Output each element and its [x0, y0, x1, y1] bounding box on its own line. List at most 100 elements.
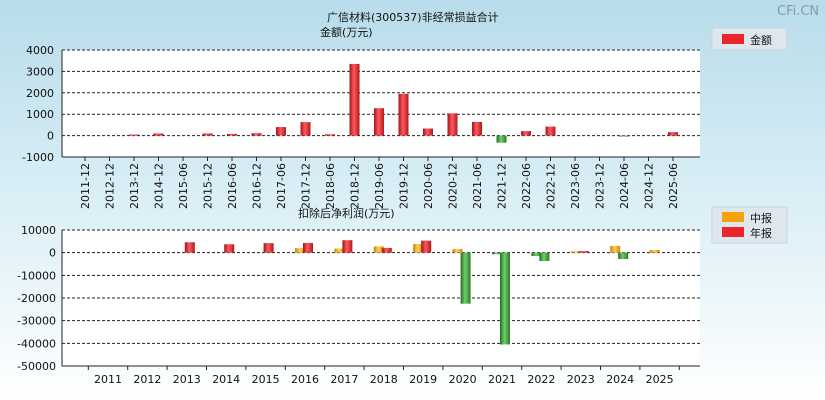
chart2-x-tick-label: 2025: [646, 373, 674, 386]
chart1-bar: [521, 131, 531, 136]
chart2-bar-annual: [421, 240, 432, 253]
chart2-legend-swatch-annual: [722, 227, 744, 237]
chart1-bar: [374, 108, 384, 136]
chart2-x-tick-label: 2018: [370, 373, 398, 386]
chart2-x-tick-label: 2016: [291, 373, 319, 386]
chart2-y-tick-label: 0: [49, 247, 56, 260]
chart1-bar: [496, 135, 507, 143]
chart2-bar-annual: [618, 252, 629, 260]
chart2-bar-annual: [224, 244, 235, 253]
chart2-y-tick-label: -20000: [17, 292, 56, 305]
chart1-x-tick-label: 2015-06: [177, 163, 190, 209]
chart1-x-tick-label: 2023-06: [569, 163, 582, 209]
chart2-x-tick-label: 2021: [488, 373, 516, 386]
chart1-legend-swatch: [722, 34, 744, 44]
chart2-y-tick-label: 10000: [21, 224, 56, 237]
chart1-bar: [325, 134, 335, 136]
chart2-y-tick-label: -50000: [17, 360, 56, 373]
chart1-y-tick-label: 4000: [26, 44, 54, 57]
chart1-y-tick-label: 2000: [26, 87, 54, 100]
chart1-title: 广信材料(300537)非经常损益合计: [327, 10, 499, 24]
chart1-y-tick-label: 1000: [26, 108, 54, 121]
watermark: CFi.CN: [777, 4, 819, 19]
chart2-title: 扣除后净利润(万元): [298, 206, 395, 220]
chart1-bar: [545, 126, 556, 136]
chart1-legend-label: 金额: [750, 33, 772, 47]
chart2-bar-annual: [539, 252, 550, 262]
chart2-x-tick-label: 2012: [133, 373, 161, 386]
chart2-x-tick-label: 2011: [94, 373, 122, 386]
chart1-x-tick-label: 2021-12: [496, 163, 509, 209]
chart1-bar: [668, 132, 678, 136]
chart2-x-tick-label: 2022: [527, 373, 555, 386]
chart2-bar-midyear: [413, 244, 424, 253]
chart1-bar: [447, 113, 458, 136]
chart1-bar: [423, 128, 433, 136]
chart1-x-tick-label: 2024-12: [643, 163, 656, 209]
chart2-y-tick-label: -30000: [17, 315, 56, 328]
chart2-bar-midyear: [570, 251, 581, 253]
chart1-bar: [153, 133, 164, 136]
chart1-x-tick-label: 2023-12: [594, 163, 607, 209]
chart1-x-tick-label: 2024-06: [618, 163, 631, 209]
chart1-x-tick-label: 2018-12: [349, 163, 362, 209]
chart2-y-tick-label: -40000: [17, 337, 56, 350]
chart1-bar: [251, 133, 262, 136]
chart1-plot-area: [62, 50, 700, 157]
chart1-x-tick-label: 2016-12: [251, 163, 264, 209]
chart2-bar-annual: [342, 240, 353, 253]
chart1-plot: 4000 3000 2000 1000 0 -1000 2011-12 2012-12 2013…: [22, 44, 700, 209]
chart2-legend-label-mid: 中报: [750, 211, 772, 225]
chart2-bar-midyear: [373, 246, 384, 253]
chart1-x-tick-label: 2015-12: [202, 163, 215, 209]
chart2-bar-annual: [500, 252, 510, 345]
chart1-bar: [472, 121, 482, 136]
chart2-legend-label-annual: 年报: [750, 226, 772, 240]
chart1-x-tick-label: 2022-06: [520, 163, 533, 209]
chart2-bar-midyear: [492, 252, 502, 255]
chart2-bar-midyear: [452, 249, 463, 253]
chart1-bar: [300, 122, 311, 136]
chart1-subtitle: 金额(万元): [320, 25, 373, 39]
chart1-bar: [202, 133, 213, 136]
chart1-bar: [129, 134, 139, 136]
chart2-legend-swatch-mid: [722, 212, 744, 222]
chart2-x-tick-label: 2013: [173, 373, 201, 386]
chart2-bar-midyear: [649, 249, 660, 253]
chart2-x-tick-label: 2017: [330, 373, 358, 386]
chart2-bar-midyear: [334, 248, 345, 253]
chart2-y-tick-label: -10000: [17, 269, 56, 282]
chart2-x-tick-label: 2023: [567, 373, 595, 386]
chart2-bar-annual: [578, 251, 589, 253]
chart1-x-tick-label: 2019-06: [373, 163, 386, 209]
chart1-x-tick-label: 2025-06: [667, 163, 680, 209]
chart2-bar-midyear: [531, 252, 542, 257]
chart2-bar-annual: [263, 243, 274, 253]
chart2-bar-annual: [381, 247, 392, 253]
chart1-bar: [227, 133, 237, 136]
chart2-x-tick-label: 2014: [212, 373, 240, 386]
chart1-x-tick-label: 2018-06: [324, 163, 337, 209]
chart1-bar: [619, 135, 629, 137]
chart1-x-tick-label: 2011-12: [79, 163, 92, 209]
chart1-y-tick-label: -1000: [22, 151, 54, 164]
chart2-x-tick-label: 2024: [606, 373, 634, 386]
chart1-x-tick-label: 2017-06: [275, 163, 288, 209]
chart2-bar-midyear: [295, 248, 305, 253]
chart2-x-tick-label: 2020: [449, 373, 477, 386]
chart1-x-tick-label: 2021-06: [471, 163, 484, 209]
chart1-bar: [398, 93, 409, 136]
chart2-bar-midyear: [610, 245, 621, 253]
chart1-x-tick-label: 2017-12: [300, 163, 313, 209]
chart1-x-tick-label: 2022-12: [545, 163, 558, 209]
chart1-x-tick-label: 2016-06: [226, 163, 239, 209]
chart2-bar-annual: [460, 252, 471, 304]
chart1-x-tick-label: 2020-12: [447, 163, 460, 209]
chart1-x-tick-label: 2019-12: [398, 163, 411, 209]
chart1-x-tick-label: 2013-12: [128, 163, 141, 209]
chart2-bar-annual: [303, 242, 313, 253]
chart1-x-tick-label: 2020-06: [422, 163, 435, 209]
chart1-y-tick-label: 3000: [26, 65, 54, 78]
